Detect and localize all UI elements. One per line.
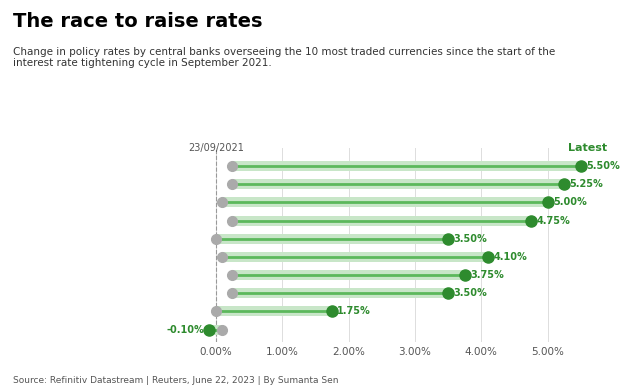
- Text: 3.50%: 3.50%: [454, 288, 487, 298]
- Bar: [232, 270, 465, 280]
- Bar: [216, 307, 332, 316]
- Text: 1.75%: 1.75%: [337, 307, 371, 316]
- Text: 3.50%: 3.50%: [454, 234, 487, 244]
- Text: 5.50%: 5.50%: [586, 161, 620, 171]
- Bar: [232, 161, 581, 171]
- Bar: [232, 216, 531, 226]
- Text: 23/09/2021: 23/09/2021: [188, 143, 244, 153]
- Bar: [216, 234, 448, 244]
- Bar: [232, 288, 448, 298]
- Text: 4.75%: 4.75%: [536, 216, 570, 226]
- Bar: [232, 179, 564, 189]
- Text: Source: Refinitiv Datastream | Reuters, June 22, 2023 | By Sumanta Sen: Source: Refinitiv Datastream | Reuters, …: [13, 376, 339, 385]
- Text: Change in policy rates by central banks overseeing the 10 most traded currencies: Change in policy rates by central banks …: [13, 47, 555, 68]
- Text: 3.75%: 3.75%: [470, 270, 504, 280]
- Text: The race to raise rates: The race to raise rates: [13, 12, 262, 31]
- Bar: [222, 252, 488, 262]
- Text: -0.10%: -0.10%: [166, 324, 204, 335]
- Text: 5.00%: 5.00%: [553, 197, 587, 207]
- Text: 5.25%: 5.25%: [570, 179, 604, 189]
- Bar: [222, 197, 548, 207]
- Text: 4.10%: 4.10%: [493, 252, 527, 262]
- Bar: [209, 324, 222, 335]
- Text: Latest: Latest: [568, 143, 607, 153]
